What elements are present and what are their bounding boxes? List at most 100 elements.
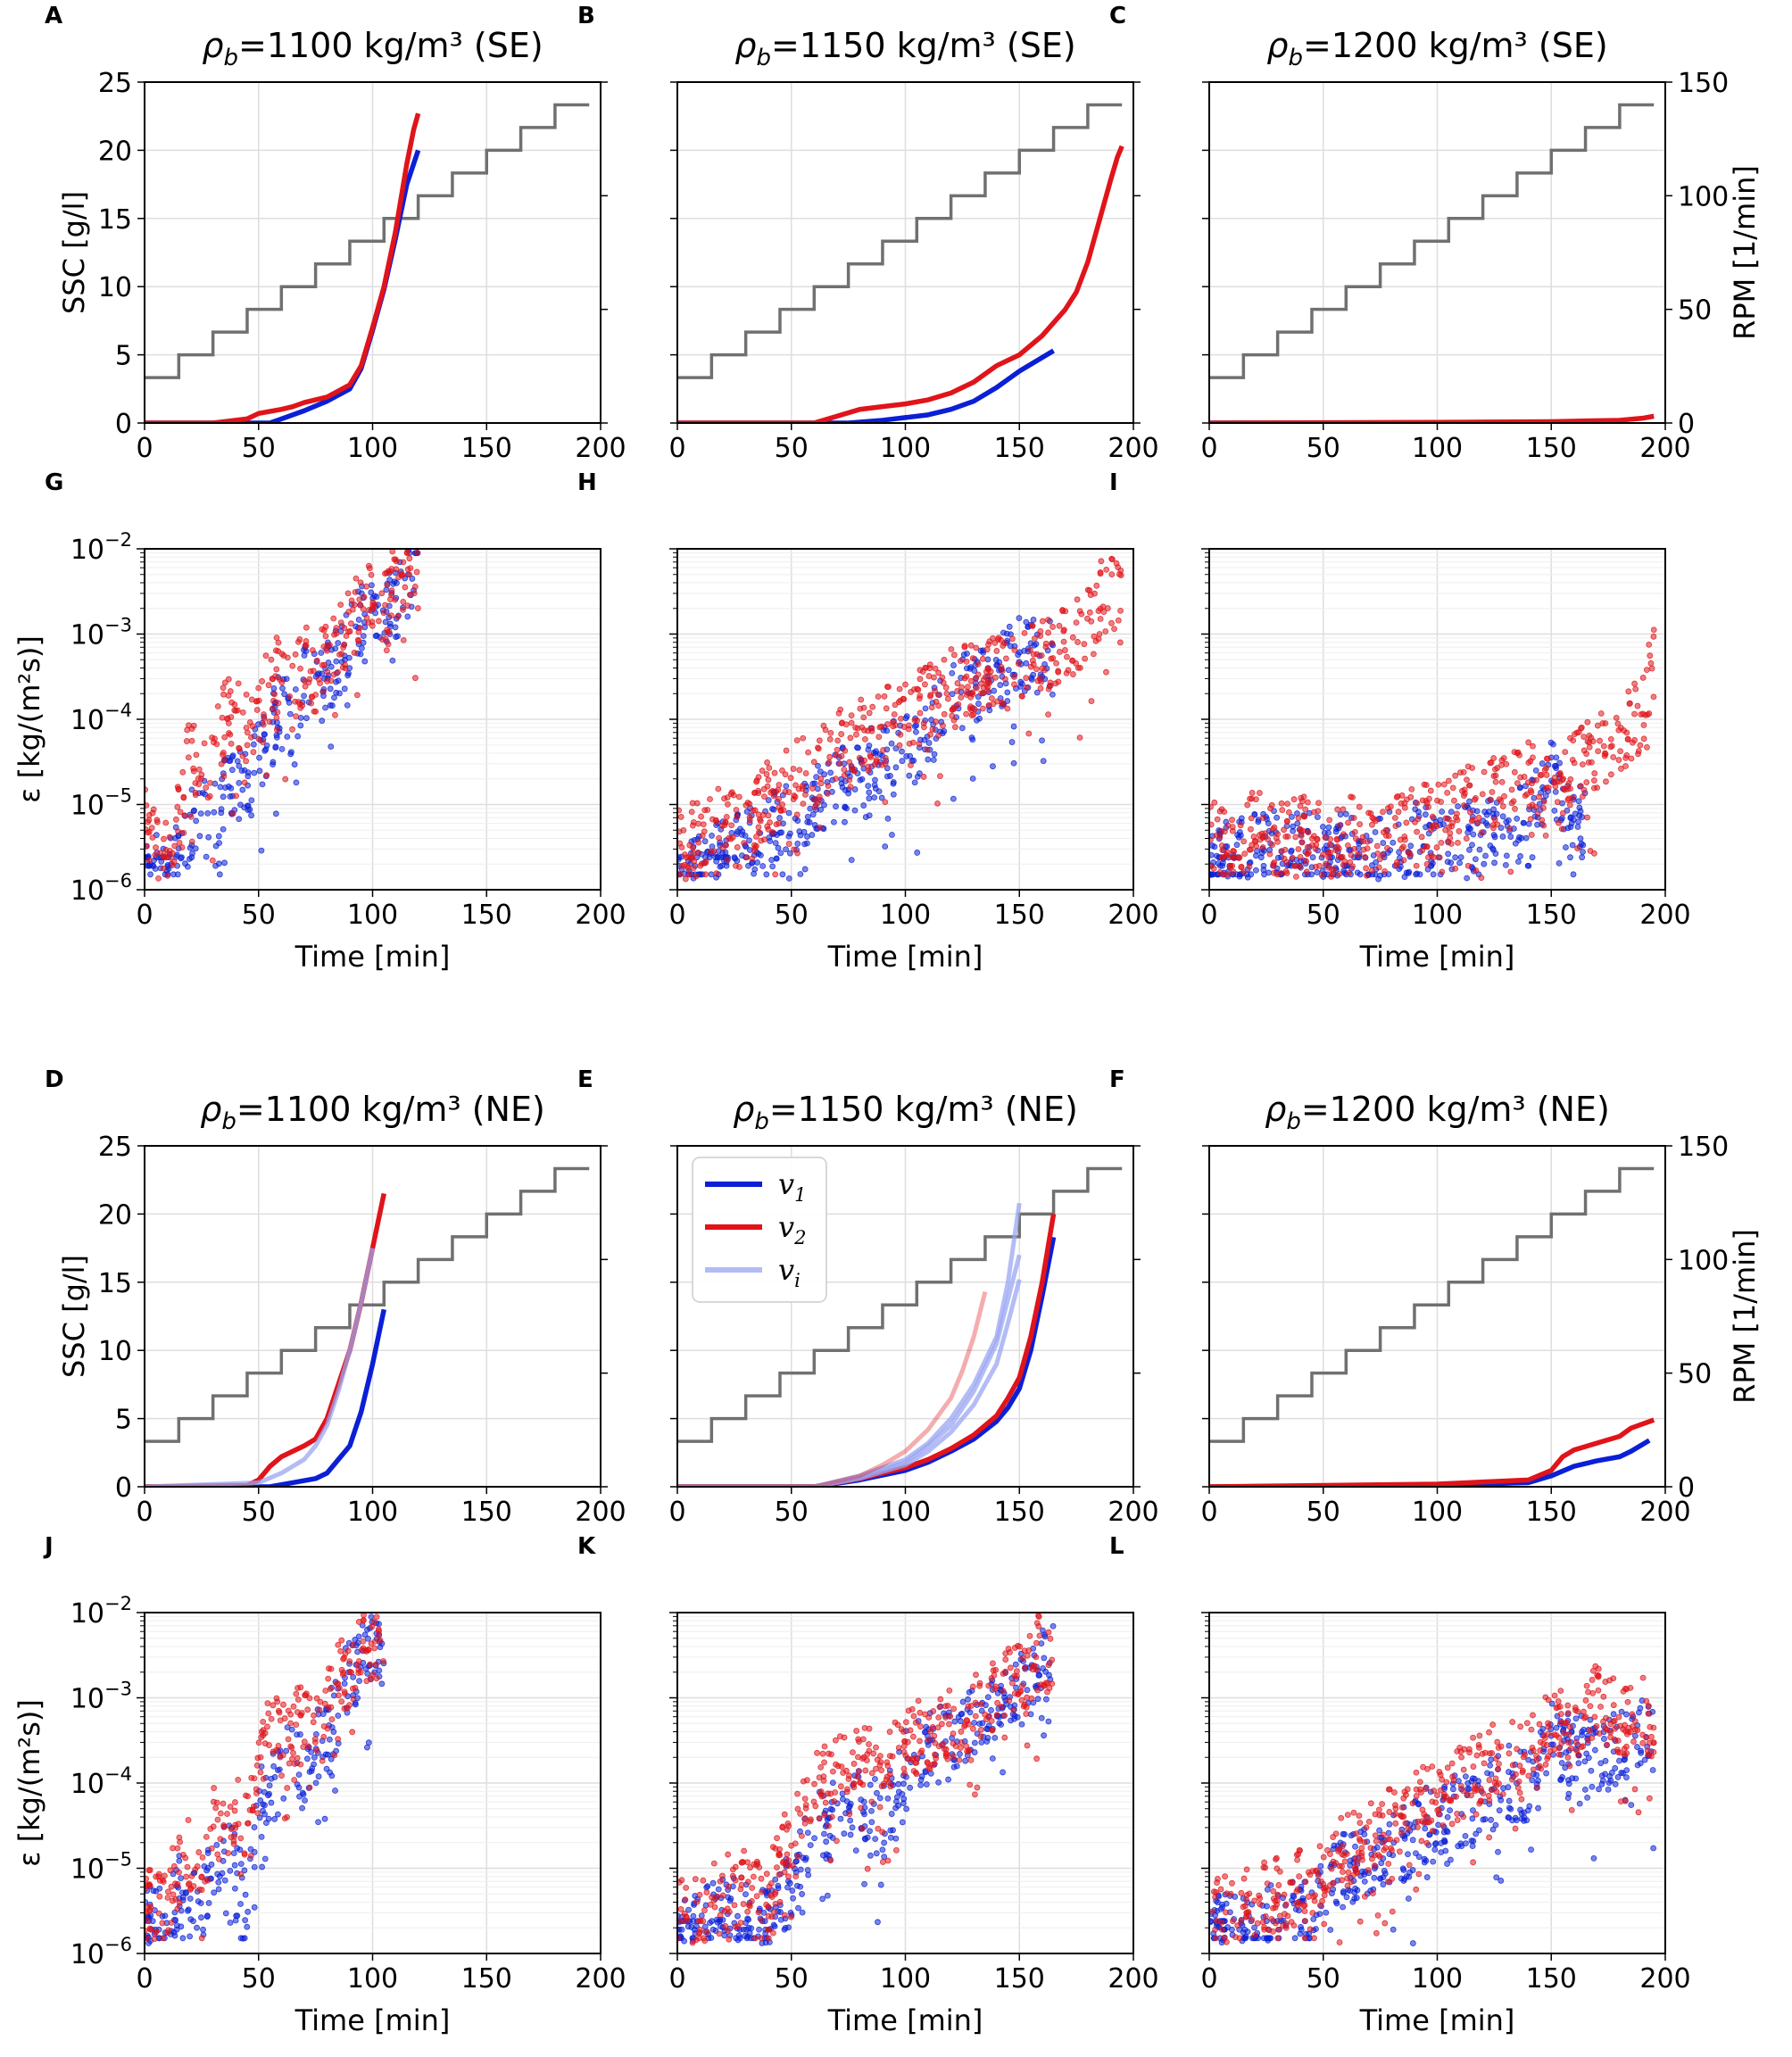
scatter-point-v1 [186,856,193,862]
scatter-point-v2 [1373,842,1381,850]
scatter-point-v2 [767,789,775,796]
scatter-point-v2 [1253,796,1259,803]
scatter-point-v2 [759,1888,765,1895]
scatter-point-v1 [1213,852,1220,859]
x-tick-label: 100 [1412,900,1463,931]
scatter-point-v2 [414,549,421,556]
scatter-point-v1 [327,1769,334,1776]
scatter-point-v1 [217,784,224,791]
scatter-point-v2 [1597,737,1603,744]
scatter-point-v2 [677,871,684,878]
panel-D: Dρb=1100 kg/m³ (NE)0 50 100 150 200051015202… [45,1066,626,1528]
scatter-point-v2 [1116,639,1124,646]
scatter-point-v2 [1117,607,1124,614]
scatter-point-v2 [161,835,167,842]
scatter-point-v1 [862,814,869,820]
scatter-point-v2 [854,1773,861,1780]
scatter-point-v2 [781,1811,788,1818]
scatter-point-v2 [336,651,343,658]
scatter-point-v2 [974,684,980,692]
scatter-point-v2 [209,857,216,864]
scatter-point-v1 [1588,1767,1595,1774]
x-tick-label: 50 [242,1497,276,1528]
scatter-point-v2 [1045,1662,1052,1669]
scatter-point-v1 [246,806,253,813]
x-axis-label: Time [min] [295,2003,451,2037]
scatter-point-v1 [900,1780,907,1787]
scatter-point-v2 [1221,828,1228,835]
scatter-point-v2 [881,693,888,700]
scatter-point-v2 [1295,815,1302,821]
scatter-point-v2 [153,844,159,851]
scatter-point-v2 [293,713,299,720]
scatter-point-v2 [1452,772,1459,779]
scatter-point-v2 [882,799,889,806]
scatter-point-v2 [848,719,855,726]
scatter-point-v2 [220,751,226,759]
scatter-point-v2 [1290,862,1298,869]
scatter-point-v1 [776,829,784,836]
scatter-point-v2 [317,1698,324,1705]
scatter-point-v2 [275,1707,282,1714]
scatter-point-v1 [784,1884,791,1891]
scatter-point-v2 [958,1729,965,1735]
scatter-point-v1 [1591,1746,1598,1754]
scatter-point-v2 [1356,803,1363,810]
scatter-point-v2 [341,625,348,632]
scatter-point-v1 [1045,1718,1052,1725]
axes-frame [1208,81,1666,424]
scatter-point-v2 [176,1899,183,1906]
scatter-point-v2 [677,1906,684,1912]
scatter-point-v2 [274,709,281,716]
scatter-point-v2 [758,1875,765,1882]
scatter-point-v2 [842,747,849,754]
scatter-point-v1 [1376,1827,1383,1834]
scatter-point-v1 [1473,808,1481,815]
scatter-point-v2 [861,757,868,764]
scatter-point-v2 [255,1739,262,1746]
scatter-point-v2 [1445,777,1452,784]
scatter-point-v1 [1320,824,1326,830]
scatter-point-v1 [848,857,855,864]
scatter-point-v2 [1336,822,1343,829]
scatter-point-v2 [710,1897,718,1904]
scatter-point-v2 [858,1804,865,1812]
scatter-point-v2 [325,1675,332,1682]
scatter-point-v2 [941,710,948,717]
scatter-point-v1 [900,1800,907,1807]
scatter-point-v2 [963,658,970,665]
scatter-point-v2 [1326,817,1333,824]
rpm-step-line [145,1166,590,1443]
scatter-point-v2 [850,1749,856,1756]
scatter-point-v1 [977,647,984,654]
scatter-point-v2 [361,593,368,601]
scatter-point-v2 [1045,617,1051,623]
scatter-point-v2 [873,756,880,763]
scatter-point-v2 [180,793,187,800]
scatter-point-v2 [1305,829,1312,836]
scatter-point-v2 [772,1888,779,1895]
scatter-point-v2 [1473,867,1480,874]
scatter-point-v1 [842,803,849,810]
scatter-point-v2 [846,759,853,766]
x-tick-label: 50 [1307,1963,1340,1995]
scatter-point-v2 [156,1893,163,1900]
scatter-point-v1 [236,1846,244,1854]
scatter-point-v2 [1013,1672,1020,1680]
scatter-point-v2 [1539,817,1546,824]
scatter-point-v1 [1040,1665,1047,1671]
scatter-point-v2 [701,1937,709,1945]
scatter-point-v2 [1580,734,1588,741]
scatter-point-v1 [756,1926,762,1933]
scatter-point-v2 [1024,1694,1030,1701]
scatter-point-v2 [311,1712,317,1719]
scatter-point-v2 [1423,843,1431,850]
scatter-point-v2 [833,1737,839,1744]
scatter-point-v2 [1601,752,1608,759]
scatter-point-v2 [384,628,391,635]
scatter-point-v2 [241,1850,248,1857]
scatter-point-v2 [145,1908,153,1914]
scatter-point-v2 [1507,868,1514,875]
scatter-point-v1 [237,1861,245,1868]
scatter-point-v2 [335,668,341,676]
